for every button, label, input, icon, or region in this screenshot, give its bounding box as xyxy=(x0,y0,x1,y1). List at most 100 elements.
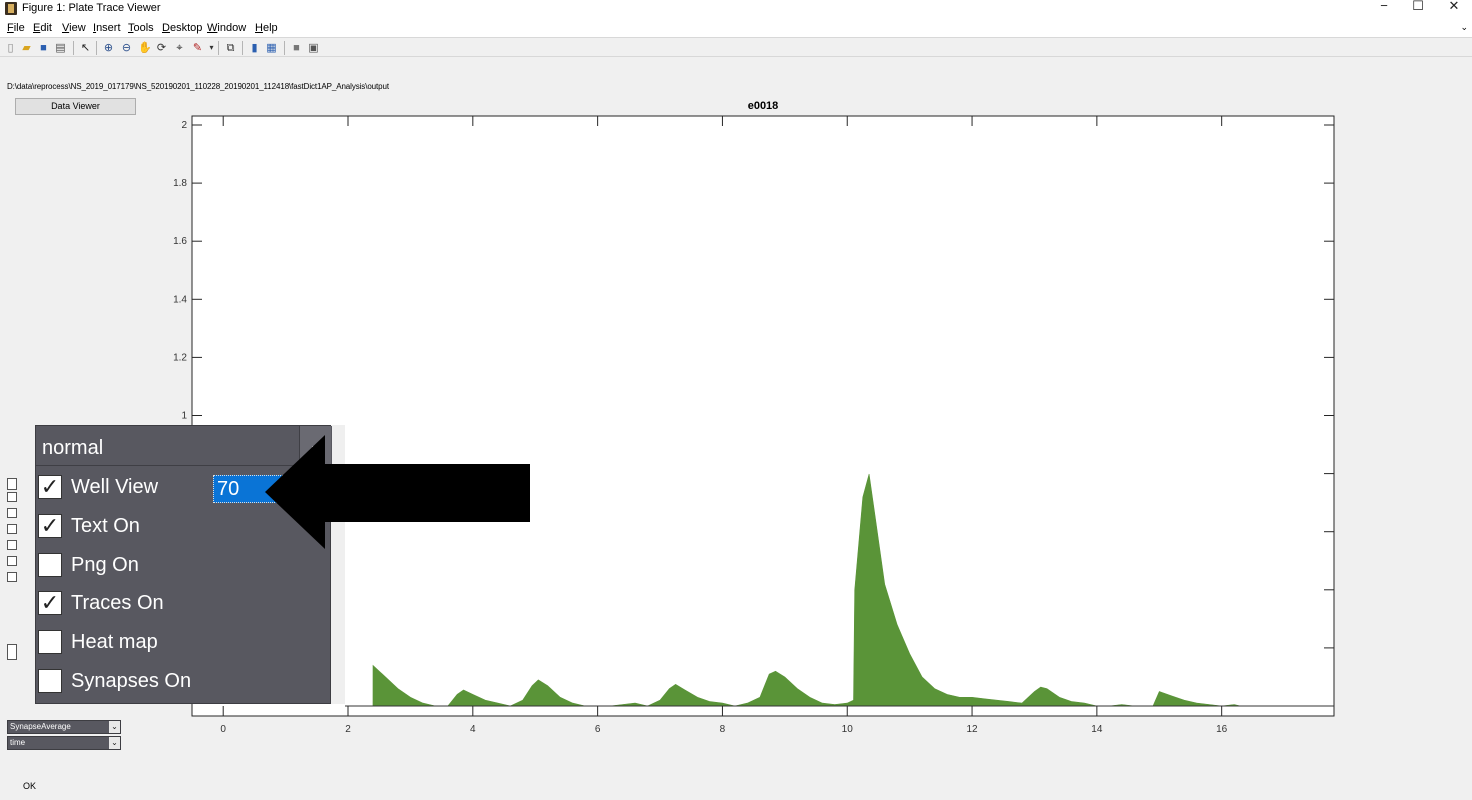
show-plot-tools-icon[interactable]: ▣ xyxy=(308,42,319,54)
status-ok-label: OK xyxy=(23,781,37,791)
open-icon[interactable]: ▰ xyxy=(22,42,31,54)
print-icon[interactable]: ▤ xyxy=(55,42,66,54)
axis-select-value: time xyxy=(10,738,26,747)
data-cursor-icon[interactable]: ⌖ xyxy=(176,42,183,54)
chevron-down-icon[interactable]: ⌄ xyxy=(109,737,120,749)
legend-icon[interactable]: ▦ xyxy=(266,42,277,54)
text-on-checkbox[interactable]: ✓ xyxy=(38,514,62,538)
save-icon[interactable]: ■ xyxy=(40,42,47,54)
rotate-icon[interactable]: ⟳ xyxy=(156,42,167,54)
synapses-on-checkbox[interactable] xyxy=(38,669,62,693)
y-tick-label: 1.8 xyxy=(173,178,187,189)
pan-icon[interactable]: ✋ xyxy=(138,42,152,54)
mode-dropdown-value: normal xyxy=(42,437,104,459)
traces-on-label: Traces On xyxy=(71,592,164,614)
text-on-option[interactable]: ✓ Text On xyxy=(36,511,296,543)
menu-window[interactable]: Window xyxy=(207,22,247,34)
hidden-checkbox-stub[interactable] xyxy=(7,492,17,502)
png-on-checkbox[interactable] xyxy=(38,553,62,577)
hidden-checkbox-stub[interactable] xyxy=(7,556,17,566)
toolbar-separator xyxy=(73,41,74,55)
menu-desktop[interactable]: Desktop xyxy=(162,22,203,34)
new-figure-icon[interactable]: ▯ xyxy=(7,42,14,54)
hidden-checkbox-stub[interactable] xyxy=(7,540,17,550)
pointer-icon[interactable]: ↖ xyxy=(80,42,91,54)
app-icon xyxy=(5,2,17,15)
chevron-down-icon[interactable]: ⌄ xyxy=(109,721,120,733)
hidden-checkbox-stub[interactable] xyxy=(7,508,17,518)
toolbar-separator xyxy=(218,41,219,55)
maximize-button[interactable]: ☐ xyxy=(1412,0,1424,13)
menu-help[interactable]: Help xyxy=(255,22,278,34)
toolbar-separator xyxy=(284,41,285,55)
text-on-label: Text On xyxy=(71,515,140,537)
synapses-on-option[interactable]: Synapses On xyxy=(36,666,296,698)
data-viewer-button[interactable]: Data Viewer xyxy=(15,98,136,115)
x-tick-label: 14 xyxy=(1091,724,1103,735)
trace-area xyxy=(372,473,1241,707)
well-view-label: Well View xyxy=(71,476,159,498)
menu-tools[interactable]: Tools xyxy=(128,22,154,34)
menu-file[interactable]: File xyxy=(7,22,25,34)
hidden-select-stub[interactable] xyxy=(7,478,17,490)
toolbar-separator xyxy=(242,41,243,55)
zoom-in-icon[interactable]: ⊕ xyxy=(103,42,114,54)
plot-title: e0018 xyxy=(748,100,779,112)
y-tick-label: 1.4 xyxy=(173,294,187,305)
menu-edit[interactable]: Edit xyxy=(33,22,52,34)
figure-toolbar: ▯ ▰ ■ ▤ ↖ ⊕ ⊖ ✋ ⟳ ⌖ ✎ ▾ ⧉ ▮ ▦ ■ ▣ xyxy=(0,37,1472,57)
link-plot-icon[interactable]: ⧉ xyxy=(226,42,235,54)
hidden-checkbox-stub[interactable] xyxy=(7,644,17,660)
y-tick-label: 1.6 xyxy=(173,236,187,247)
traces-on-option[interactable]: ✓ Traces On xyxy=(36,588,296,620)
traces-on-checkbox[interactable]: ✓ xyxy=(38,591,62,615)
x-tick-label: 4 xyxy=(470,724,476,735)
metric-select-value: SynapseAverage xyxy=(10,722,71,731)
x-tick-label: 8 xyxy=(720,724,726,735)
well-view-checkbox[interactable]: ✓ xyxy=(38,475,62,499)
x-tick-label: 10 xyxy=(842,724,854,735)
png-on-label: Png On xyxy=(71,554,139,576)
colorbar-icon[interactable]: ▮ xyxy=(251,42,258,54)
zoomed-control-panel: normal ⌄ ✓ Well View 70 ✓ Text On Png On… xyxy=(35,425,332,704)
toolbar-separator xyxy=(96,41,97,55)
x-tick-label: 2 xyxy=(345,724,351,735)
window-title: Figure 1: Plate Trace Viewer xyxy=(22,2,161,14)
y-tick-label: 1.2 xyxy=(173,352,187,363)
well-view-option[interactable]: ✓ Well View xyxy=(36,472,296,504)
zoom-out-icon[interactable]: ⊖ xyxy=(121,42,132,54)
x-tick-label: 16 xyxy=(1216,724,1228,735)
heat-map-option[interactable]: Heat map xyxy=(36,627,296,659)
mode-dropdown[interactable]: normal ⌄ xyxy=(36,426,332,466)
heat-map-label: Heat map xyxy=(71,631,158,653)
y-axis: 1 1.2 1.4 1.6 1.8 2 xyxy=(173,120,1334,649)
axis-select[interactable]: time ⌄ xyxy=(7,736,121,750)
synapses-on-label: Synapses On xyxy=(71,670,192,692)
x-tick-label: 0 xyxy=(220,724,226,735)
hidden-checkbox-stub[interactable] xyxy=(7,524,17,534)
brush-icon[interactable]: ✎ xyxy=(192,42,203,54)
arrow-shape xyxy=(265,435,530,549)
output-path-label: D:\data\reprocess\NS_2019_017179\NS_5201… xyxy=(7,82,389,91)
chevron-down-icon[interactable]: ▾ xyxy=(209,43,214,52)
y-tick-label: 2 xyxy=(181,120,187,131)
heat-map-checkbox[interactable] xyxy=(38,630,62,654)
menu-insert[interactable]: Insert xyxy=(93,22,121,34)
menu-view[interactable]: View xyxy=(62,22,86,34)
x-axis: 0 2 4 6 8 10 12 14 16 xyxy=(220,116,1228,735)
x-tick-label: 6 xyxy=(595,724,601,735)
close-button[interactable]: ✕ xyxy=(1448,0,1460,13)
minimize-button[interactable]: − xyxy=(1380,0,1388,13)
title-bar: Figure 1: Plate Trace Viewer − ☐ ✕ xyxy=(0,0,1472,20)
plot-area xyxy=(191,115,1335,717)
annotation-arrow xyxy=(265,435,530,549)
x-tick-label: 12 xyxy=(966,724,978,735)
hidden-checkbox-stub[interactable] xyxy=(7,572,17,582)
menu-expand-icon[interactable]: ⌄ xyxy=(1460,22,1468,32)
menu-bar: File Edit View Insert Tools Desktop Wind… xyxy=(0,20,1472,37)
metric-select[interactable]: SynapseAverage ⌄ xyxy=(7,720,121,734)
hide-plot-tools-icon[interactable]: ■ xyxy=(293,42,300,54)
png-on-option[interactable]: Png On xyxy=(36,550,296,582)
y-tick-label: 1 xyxy=(181,411,187,422)
